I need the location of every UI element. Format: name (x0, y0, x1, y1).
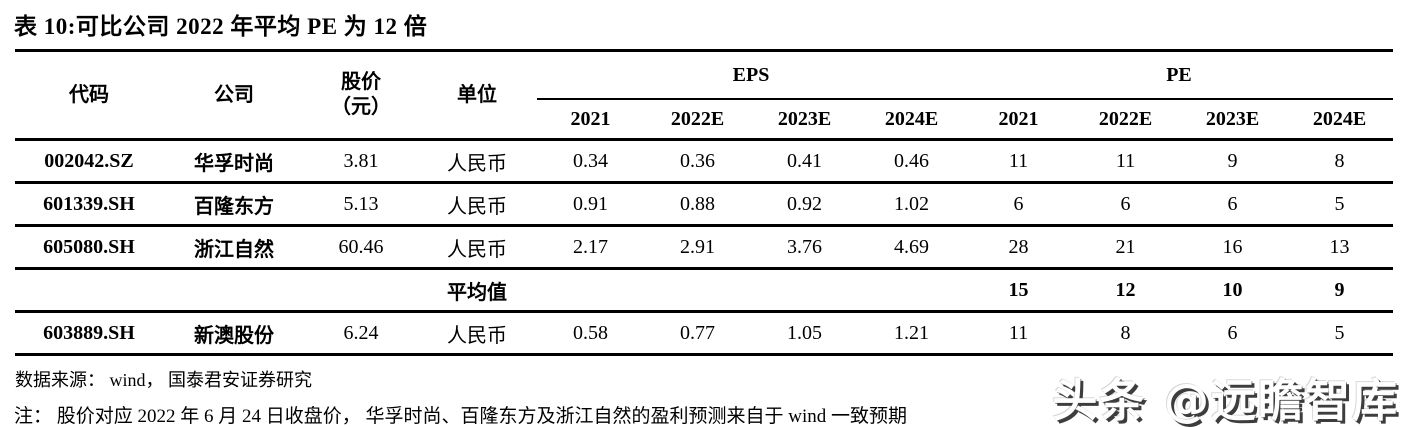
pe-value-cell: 5 (1286, 311, 1393, 356)
unit-cell: 人民币 (417, 311, 537, 356)
data-source-text: 数据来源： wind， 国泰君安证券研究 (15, 370, 312, 390)
pe-value-cell: 5 (1286, 182, 1393, 227)
eps-value-cell: 1.21 (858, 311, 965, 356)
col-header-price-line1: 股价 (341, 71, 381, 93)
year-header-eps-2023e: 2023E (751, 99, 858, 141)
eps-value-cell: 0.58 (537, 311, 644, 356)
eps-value-cell: 0.34 (537, 139, 644, 184)
pe-value-cell: 11 (965, 311, 1072, 356)
table-row: 603889.SH 新澳股份 6.24 人民币 0.58 0.77 1.05 1… (15, 311, 1393, 356)
price-cell: 5.13 (305, 182, 417, 227)
col-header-unit: 单位 (417, 50, 537, 141)
pe-value-cell: 6 (1179, 182, 1286, 227)
year-header-pe-2022e: 2022E (1072, 99, 1179, 141)
company-cell: 新澳股份 (163, 311, 305, 356)
eps-value-cell: 1.05 (751, 311, 858, 356)
group-header-pe: PE (965, 50, 1393, 100)
empty-cell (751, 268, 858, 313)
col-header-price-line2: （元） (331, 96, 391, 118)
group-header-eps: EPS (537, 50, 965, 100)
stock-code-cell: 605080.SH (15, 225, 163, 270)
table-row: 002042.SZ 华孚时尚 3.81 人民币 0.34 0.36 0.41 0… (15, 139, 1393, 184)
pe-value-cell: 6 (1179, 311, 1286, 356)
average-row: 平均值 15 12 10 9 (15, 268, 1393, 313)
unit-cell: 人民币 (417, 182, 537, 227)
watermark-text: 头条 @远瞻智库 (1052, 374, 1399, 427)
empty-cell (305, 268, 417, 313)
eps-value-cell: 4.69 (858, 225, 965, 270)
pe-value-cell: 11 (1072, 139, 1179, 184)
company-cell: 华孚时尚 (163, 139, 305, 184)
pe-value-cell: 6 (965, 182, 1072, 227)
year-header-pe-2024e: 2024E (1286, 99, 1393, 141)
unit-cell: 人民币 (417, 139, 537, 184)
col-header-price: 股价 （元） (305, 50, 417, 141)
average-pe-cell: 12 (1072, 268, 1179, 313)
pe-value-cell: 28 (965, 225, 1072, 270)
stock-code-cell: 002042.SZ (15, 139, 163, 184)
col-header-company: 公司 (163, 50, 305, 141)
year-header-pe-2021: 2021 (965, 99, 1072, 141)
eps-value-cell: 0.46 (858, 139, 965, 184)
col-header-code: 代码 (15, 50, 163, 141)
eps-value-cell: 2.91 (644, 225, 751, 270)
year-header-eps-2024e: 2024E (858, 99, 965, 141)
pe-value-cell: 8 (1286, 139, 1393, 184)
year-header-eps-2021: 2021 (537, 99, 644, 141)
footnote-text: 注： 股价对应 2022 年 6 月 24 日收盘价， 华孚时尚、百隆东方及浙江… (14, 406, 908, 427)
table-row: 601339.SH 百隆东方 5.13 人民币 0.91 0.88 0.92 1… (15, 182, 1393, 227)
eps-value-cell: 0.41 (751, 139, 858, 184)
eps-value-cell: 0.92 (751, 182, 858, 227)
eps-value-cell: 3.76 (751, 225, 858, 270)
stock-code-cell: 601339.SH (15, 182, 163, 227)
eps-value-cell: 2.17 (537, 225, 644, 270)
average-label: 平均值 (417, 268, 537, 313)
empty-cell (537, 268, 644, 313)
company-cell: 百隆东方 (163, 182, 305, 227)
header-years-row: 2021 2022E 2023E 2024E 2021 2022E 2023E … (15, 99, 1393, 141)
pe-value-cell: 13 (1286, 225, 1393, 270)
pe-value-cell: 16 (1179, 225, 1286, 270)
header-group-row: 代码 公司 股价 （元） 单位 EPS PE (15, 50, 1393, 141)
average-pe-cell: 9 (1286, 268, 1393, 313)
table-row: 605080.SH 浙江自然 60.46 人民币 2.17 2.91 3.76 … (15, 225, 1393, 270)
eps-value-cell: 0.88 (644, 182, 751, 227)
empty-cell (163, 268, 305, 313)
stock-code-cell: 603889.SH (15, 311, 163, 356)
price-cell: 6.24 (305, 311, 417, 356)
average-pe-cell: 10 (1179, 268, 1286, 313)
pe-value-cell: 8 (1072, 311, 1179, 356)
eps-value-cell: 1.02 (858, 182, 965, 227)
comparable-companies-table: 代码 公司 股价 （元） 单位 EPS PE 2021 2022E 2023E … (15, 49, 1393, 356)
eps-value-cell: 0.36 (644, 139, 751, 184)
average-pe-cell: 15 (965, 268, 1072, 313)
empty-cell (15, 268, 163, 313)
eps-value-cell: 0.77 (644, 311, 751, 356)
empty-cell (644, 268, 751, 313)
year-header-pe-2023e: 2023E (1179, 99, 1286, 141)
table-title: 表 10:可比公司 2022 年平均 PE 为 12 倍 (14, 14, 428, 39)
pe-value-cell: 6 (1072, 182, 1179, 227)
price-cell: 60.46 (305, 225, 417, 270)
year-header-eps-2022e: 2022E (644, 99, 751, 141)
pe-value-cell: 11 (965, 139, 1072, 184)
empty-cell (858, 268, 965, 313)
pe-value-cell: 21 (1072, 225, 1179, 270)
eps-value-cell: 0.91 (537, 182, 644, 227)
price-cell: 3.81 (305, 139, 417, 184)
unit-cell: 人民币 (417, 225, 537, 270)
company-cell: 浙江自然 (163, 225, 305, 270)
pe-value-cell: 9 (1179, 139, 1286, 184)
